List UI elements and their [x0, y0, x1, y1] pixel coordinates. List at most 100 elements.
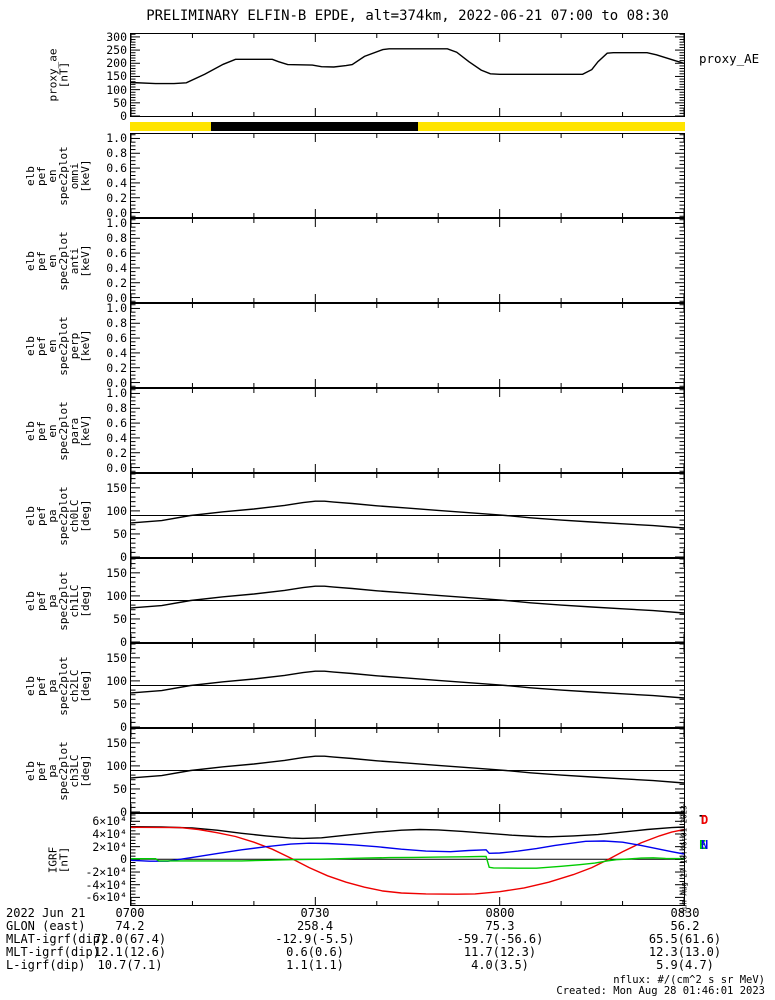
ytick-igrf: 2×10⁴: [92, 839, 127, 854]
ylabel-text-en-spec-para: elb pef en spec2plot para [keV]: [23, 400, 92, 461]
footer-value: 11.7(12.3): [463, 945, 537, 959]
ytick-en-spec-para: 0.0: [106, 460, 127, 475]
ytick-en-spec-perp: 0.8: [106, 316, 127, 331]
ytick-en-spec-anti: 1.0: [106, 216, 127, 231]
panel-canvas-pa-spec-ch2lc: [131, 644, 684, 727]
ytick-igrf: -4×10⁴: [85, 877, 127, 892]
ytick-en-spec-para: 1.0: [106, 386, 127, 401]
ylabel-text-proxy-ae: proxy_ae [nT]: [45, 48, 70, 102]
ytick-en-spec-para: 0.4: [106, 430, 127, 445]
ytick-en-spec-perp: 0.6: [106, 331, 127, 346]
panel-canvas-en-spec-para: [131, 389, 684, 472]
ylabel-igrf: IGRF [nT]: [18, 813, 98, 906]
footer-row-label: MLAT-igrf(dip): [6, 932, 108, 946]
ylabel-en-spec-para: elb pef en spec2plot para [keV]: [18, 388, 98, 473]
panel-canvas-en-spec-perp: [131, 304, 684, 387]
ylabel-text-igrf: IGRF [nT]: [46, 846, 70, 873]
series-proxy_AE: [131, 48, 684, 85]
ytick-en-spec-anti: 0.2: [106, 275, 127, 290]
ytick-en-spec-perp: 1.0: [106, 301, 127, 316]
panel-pa-spec-ch2lc: [130, 643, 685, 728]
panel-pa-spec-ch3lc: [130, 728, 685, 813]
footer-value: 56.2: [670, 919, 700, 933]
ytick-pa-spec-ch0lc: 150: [106, 480, 127, 495]
ytick-igrf: -6×10⁴: [85, 890, 127, 905]
footer-value: 0700: [115, 906, 145, 920]
footer-value: 75.3: [485, 919, 515, 933]
ytick-en-spec-perp: 0.2: [106, 360, 127, 375]
plot-title: PRELIMINARY ELFIN-B EPDE, alt=374km, 202…: [146, 8, 669, 24]
footer-value: 72.0(67.4): [93, 932, 167, 946]
ytick-pa-spec-ch0lc: 100: [106, 503, 127, 518]
footer-value: 258.4: [296, 919, 334, 933]
ytick-pa-spec-ch2lc: 0: [120, 720, 127, 734]
ytick-pa-spec-ch3lc: 100: [106, 758, 127, 773]
ytick-pa-spec-ch3lc: 150: [106, 735, 127, 750]
ylabel-text-pa-spec-ch0lc: elb pef pa spec2plot ch0LC [deg]: [23, 485, 92, 546]
vertical-timestamp-text: Sun Aug 27 18:46:01 2023: [679, 805, 689, 914]
panel-en-spec-omni: [130, 133, 685, 218]
ytick-en-spec-omni: 0.2: [106, 190, 127, 205]
ytick-pa-spec-ch1lc: 50: [113, 611, 127, 626]
ytick-igrf: 4×10⁴: [92, 826, 127, 841]
footer-value: 5.9(4.7): [656, 958, 714, 972]
panel-proxy-ae: [130, 33, 685, 117]
panel-en-spec-para: [130, 388, 685, 473]
ylabel-text-en-spec-anti: elb pef en spec2plot anti [keV]: [23, 230, 92, 291]
footer-value: 0.6(0.6): [286, 945, 344, 959]
ylabel-text-pa-spec-ch1lc: elb pef pa spec2plot ch1LC [deg]: [23, 570, 92, 631]
series-IGRF-T: [131, 826, 684, 840]
panel-igrf: [130, 813, 685, 906]
ytick-igrf: -2×10⁴: [85, 865, 127, 880]
footer-value: 0730: [300, 906, 330, 920]
ylabel-pa-spec-ch2lc: elb pef pa spec2plot ch2LC [deg]: [18, 643, 98, 728]
ytick-proxy-ae: 300: [106, 29, 127, 44]
ytick-igrf: 0: [120, 852, 127, 867]
day-night-bar: [130, 122, 685, 131]
series-loss-cone-angle: [131, 500, 684, 529]
footer-value: 1.1(1.1): [286, 958, 344, 972]
series-loss-cone-angle: [131, 585, 684, 614]
ytick-proxy-ae: 150: [106, 69, 127, 84]
flux-units-note: nflux: #/(cm^2 s sr MeV): [613, 974, 765, 986]
footer-row-label: MLT-igrf(dip): [6, 945, 100, 959]
ytick-en-spec-anti: 0.8: [106, 231, 127, 246]
ytick-pa-spec-ch2lc: 50: [113, 696, 127, 711]
panel-canvas-igrf: [131, 814, 684, 905]
ytick-proxy-ae: 100: [106, 82, 127, 97]
panel-canvas-pa-spec-ch3lc: [131, 729, 684, 812]
panel-canvas-en-spec-omni: [131, 134, 684, 217]
ytick-proxy-ae: 250: [106, 43, 127, 58]
footer-value: 74.2: [115, 919, 145, 933]
ytick-en-spec-para: 0.2: [106, 445, 127, 460]
ylabel-text-en-spec-perp: elb pef en spec2plot perp [keV]: [23, 315, 92, 376]
ytick-en-spec-anti: 0.6: [106, 246, 127, 261]
panel-pa-spec-ch1lc: [130, 558, 685, 643]
ytick-pa-spec-ch3lc: 50: [113, 781, 127, 796]
day-night-segment: [211, 122, 418, 131]
series-loss-cone-angle: [131, 670, 684, 699]
footer-value: 65.5(61.6): [648, 932, 722, 946]
series-IGRF-D: [131, 826, 684, 895]
ytick-en-spec-omni: 0.6: [106, 161, 127, 176]
ylabel-text-pa-spec-ch3lc: elb pef pa spec2plot ch3LC [deg]: [23, 740, 92, 801]
ytick-pa-spec-ch2lc: 150: [106, 650, 127, 665]
ytick-en-spec-para: 0.8: [106, 401, 127, 416]
footer-value: 12.1(12.6): [93, 945, 167, 959]
panel-en-spec-anti: [130, 218, 685, 303]
igrf-letter-N: N: [701, 838, 709, 852]
ytick-proxy-ae: 200: [106, 56, 127, 71]
footer-value: 4.0(3.5): [471, 958, 529, 972]
footer-value: -59.7(-56.6): [456, 932, 544, 946]
ylabel-pa-spec-ch0lc: elb pef pa spec2plot ch0LC [deg]: [18, 473, 98, 558]
ytick-pa-spec-ch1lc: 100: [106, 588, 127, 603]
series-loss-cone-angle: [131, 755, 684, 784]
ylabel-text-pa-spec-ch2lc: elb pef pa spec2plot ch2LC [deg]: [23, 655, 92, 716]
panel-canvas-pa-spec-ch0lc: [131, 474, 684, 557]
footer-row-label: GLON (east): [6, 919, 86, 933]
igrf-letter-D: D: [701, 813, 709, 827]
ytick-en-spec-omni: 0.0: [106, 205, 127, 220]
ytick-en-spec-anti: 0.0: [106, 290, 127, 305]
ytick-pa-spec-ch0lc: 50: [113, 526, 127, 541]
